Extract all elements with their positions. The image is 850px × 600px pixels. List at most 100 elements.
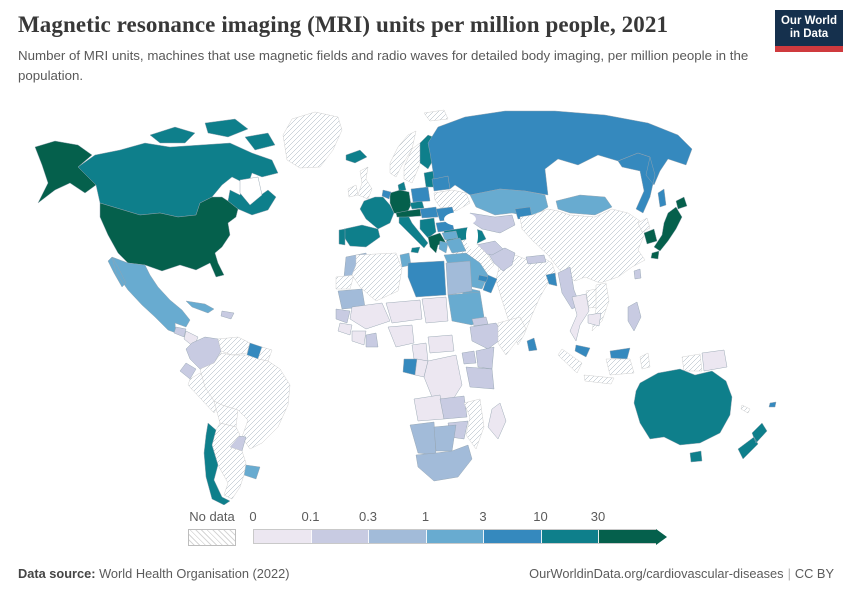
country-cote-divoire[interactable] <box>351 330 367 346</box>
country-united-kingdom[interactable] <box>357 166 373 200</box>
country-china[interactable] <box>519 208 646 284</box>
country-mali[interactable] <box>349 302 391 330</box>
country-philippines[interactable] <box>627 301 642 332</box>
country-senegal[interactable] <box>335 308 351 324</box>
country-australia[interactable] <box>633 368 733 463</box>
tick-3: 3 <box>479 509 487 524</box>
country-fiji[interactable] <box>768 401 777 408</box>
legend-band-6[interactable] <box>598 530 657 543</box>
country-greenland[interactable] <box>282 111 343 169</box>
country-guinea[interactable] <box>337 322 353 336</box>
country-nepal[interactable] <box>525 254 547 265</box>
country-ireland[interactable] <box>347 184 359 198</box>
country-balkans[interactable] <box>419 217 437 239</box>
country-egypt[interactable] <box>445 260 473 296</box>
country-iceland[interactable] <box>345 149 368 164</box>
country-south-africa[interactable] <box>415 444 473 482</box>
country-uae[interactable] <box>477 274 489 283</box>
country-germany[interactable] <box>389 189 412 216</box>
country-chile[interactable] <box>203 422 231 505</box>
legend-band-0[interactable] <box>254 530 311 543</box>
country-mexico[interactable] <box>107 256 191 334</box>
country-japan[interactable] <box>650 196 688 260</box>
country-slovakia-hungary[interactable] <box>419 206 439 219</box>
country-sri-lanka[interactable] <box>526 337 538 352</box>
legend-band-3[interactable] <box>425 530 484 543</box>
owid-link[interactable]: OurWorldinData.org/cardiovascular-diseas… <box>529 566 784 581</box>
country-mozambique[interactable] <box>463 398 485 450</box>
country-russia[interactable] <box>427 110 693 214</box>
country-brazil[interactable] <box>199 352 291 450</box>
country-mongolia[interactable] <box>555 194 613 216</box>
country-benelux[interactable] <box>381 189 392 200</box>
country-indonesia[interactable] <box>557 348 703 385</box>
country-iraq[interactable] <box>445 237 467 254</box>
country-malaysia-borneo[interactable] <box>609 347 631 360</box>
country-botswana[interactable] <box>433 424 457 452</box>
country-france[interactable] <box>359 196 395 230</box>
country-chad[interactable] <box>421 296 449 324</box>
country-poland[interactable] <box>410 186 431 203</box>
country-madagascar[interactable] <box>487 402 507 440</box>
country-canada[interactable] <box>77 118 279 218</box>
country-taiwan[interactable] <box>633 268 642 280</box>
country-cuba[interactable] <box>185 300 215 314</box>
country-hispaniola[interactable] <box>220 310 235 320</box>
license-link[interactable]: CC BY <box>794 566 834 581</box>
country-bolivia[interactable] <box>213 400 239 428</box>
country-svalbard[interactable] <box>423 109 449 122</box>
no-data-swatch[interactable] <box>188 529 236 546</box>
country-kenya[interactable] <box>475 346 495 370</box>
country-nigeria[interactable] <box>387 324 415 348</box>
country-namibia[interactable] <box>409 421 437 456</box>
country-tanzania[interactable] <box>465 366 495 390</box>
country-gabon[interactable] <box>402 358 418 376</box>
country-ethiopia[interactable] <box>469 322 505 350</box>
country-eritrea[interactable] <box>471 316 489 327</box>
country-bangladesh[interactable] <box>545 272 558 287</box>
country-uruguay[interactable] <box>243 464 261 480</box>
country-cambodia[interactable] <box>587 312 602 327</box>
country-cameroon[interactable] <box>411 342 429 362</box>
country-italy[interactable] <box>398 214 429 254</box>
country-kazakhstan[interactable] <box>469 188 549 218</box>
tick-1: 1 <box>421 509 430 524</box>
country-malaysia-peninsula[interactable] <box>574 344 591 358</box>
country-argentina[interactable] <box>211 422 247 500</box>
country-somalia[interactable] <box>497 316 527 356</box>
country-zambia[interactable] <box>439 395 468 420</box>
country-papua-new-guinea[interactable] <box>701 349 728 372</box>
country-syria[interactable] <box>441 230 459 241</box>
country-uganda[interactable] <box>461 350 477 365</box>
country-angola[interactable] <box>413 394 445 422</box>
country-jordan[interactable] <box>438 240 449 254</box>
country-new-zealand[interactable] <box>737 422 768 460</box>
legend-band-1[interactable] <box>310 530 369 543</box>
country-greece[interactable] <box>427 232 447 254</box>
country-algeria[interactable] <box>351 252 403 302</box>
country-czechia[interactable] <box>409 200 425 210</box>
country-new-caledonia[interactable] <box>740 404 751 414</box>
country-north-korea[interactable] <box>637 217 651 233</box>
country-guatemala[interactable] <box>173 326 187 338</box>
caspian-sea <box>466 223 478 249</box>
country-portugal[interactable] <box>338 228 346 246</box>
legend-band-5[interactable] <box>540 530 599 543</box>
country-venezuela[interactable] <box>217 336 251 356</box>
country-south-korea[interactable] <box>643 228 658 245</box>
country-switzerland-austria[interactable] <box>395 208 422 218</box>
country-central-african-republic[interactable] <box>427 334 455 354</box>
country-thailand[interactable] <box>569 293 590 342</box>
country-spain[interactable] <box>343 224 381 248</box>
country-western-sahara[interactable] <box>335 274 355 290</box>
country-drc[interactable] <box>423 354 463 402</box>
country-ghana[interactable] <box>365 332 379 348</box>
country-niger[interactable] <box>385 299 423 324</box>
owid-logo[interactable]: Our World in Data <box>775 10 843 52</box>
country-ukraine[interactable] <box>433 189 471 212</box>
country-alaska[interactable] <box>34 140 97 204</box>
country-libya[interactable] <box>407 260 447 298</box>
legend-band-4[interactable] <box>483 530 541 543</box>
country-denmark[interactable] <box>397 181 407 192</box>
legend-band-2[interactable] <box>368 530 426 543</box>
